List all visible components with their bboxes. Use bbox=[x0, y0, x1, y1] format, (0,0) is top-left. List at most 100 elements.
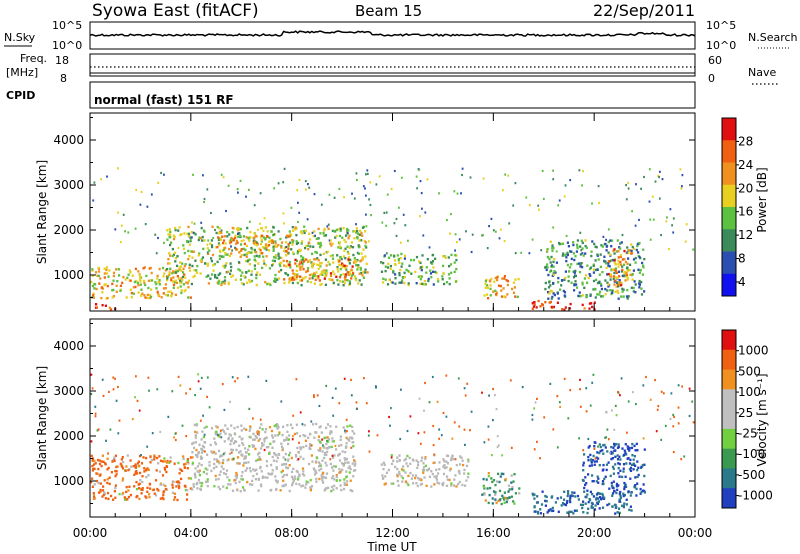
data-cell bbox=[579, 388, 581, 391]
data-cell bbox=[130, 465, 133, 468]
data-cell bbox=[308, 238, 312, 241]
data-cell bbox=[244, 455, 247, 458]
data-cell bbox=[302, 445, 305, 449]
data-cell bbox=[150, 271, 153, 275]
data-cell bbox=[356, 232, 360, 235]
data-cell bbox=[565, 256, 568, 259]
data-cell bbox=[308, 447, 311, 450]
data-cell bbox=[692, 421, 695, 424]
data-cell bbox=[242, 443, 245, 446]
data-cell bbox=[512, 480, 515, 483]
data-cell bbox=[258, 456, 261, 459]
data-cell bbox=[319, 449, 322, 452]
data-cell bbox=[118, 492, 121, 496]
data-cell bbox=[259, 252, 262, 255]
data-cell bbox=[203, 441, 207, 444]
data-cell bbox=[304, 229, 307, 232]
data-cell bbox=[205, 275, 208, 278]
data-cell bbox=[418, 260, 421, 263]
data-cell bbox=[268, 267, 271, 270]
data-cell bbox=[186, 459, 189, 463]
data-cell bbox=[562, 289, 565, 293]
data-cell bbox=[593, 301, 596, 304]
data-cell bbox=[361, 234, 364, 237]
data-cell bbox=[185, 435, 188, 438]
data-cell bbox=[321, 273, 324, 276]
data-cell bbox=[251, 251, 254, 254]
data-cell bbox=[574, 269, 577, 273]
data-cell bbox=[187, 257, 190, 261]
data-cell bbox=[299, 248, 302, 252]
data-cell bbox=[224, 252, 227, 255]
data-cell bbox=[261, 266, 264, 270]
data-cell bbox=[248, 467, 251, 470]
data-cell bbox=[239, 490, 242, 493]
data-cell bbox=[348, 282, 351, 285]
data-cell bbox=[186, 232, 189, 235]
data-cell bbox=[563, 498, 566, 501]
data-cell bbox=[127, 468, 130, 472]
data-cell bbox=[277, 230, 280, 233]
data-cell bbox=[178, 481, 181, 485]
data-cell bbox=[104, 497, 107, 500]
data-cell bbox=[615, 285, 618, 289]
data-cell bbox=[285, 462, 288, 466]
data-cell bbox=[489, 294, 492, 297]
data-cell bbox=[213, 458, 216, 461]
data-cell bbox=[174, 257, 177, 260]
data-cell bbox=[192, 483, 195, 486]
data-cell bbox=[100, 460, 103, 463]
data-cell bbox=[613, 252, 616, 255]
freq-panel: Freq. [MHz] 18 8 60 0 Nave bbox=[6, 52, 778, 85]
data-cell bbox=[614, 290, 617, 293]
data-cell bbox=[631, 463, 634, 466]
colorbar-tick-label: 16 bbox=[738, 205, 753, 219]
data-cell bbox=[636, 449, 639, 452]
data-cell bbox=[399, 437, 402, 441]
data-cell bbox=[603, 259, 606, 263]
data-cell bbox=[344, 450, 347, 454]
data-cell bbox=[532, 305, 535, 308]
data-cell bbox=[214, 478, 218, 481]
data-cell bbox=[278, 431, 281, 434]
data-cell bbox=[602, 482, 605, 485]
data-cell bbox=[596, 253, 599, 256]
data-cell bbox=[467, 458, 470, 461]
data-cell bbox=[424, 211, 427, 214]
data-cell bbox=[219, 432, 222, 435]
data-cell bbox=[113, 490, 116, 493]
data-cell bbox=[634, 484, 637, 487]
data-cell bbox=[322, 446, 326, 449]
data-cell bbox=[147, 474, 150, 477]
data-cell bbox=[222, 176, 225, 179]
data-cell bbox=[456, 192, 459, 195]
data-cell bbox=[219, 272, 222, 275]
data-cell bbox=[446, 478, 449, 481]
data-cell bbox=[174, 260, 177, 263]
colorbar-segment bbox=[722, 488, 736, 509]
data-cell bbox=[322, 269, 325, 272]
data-cell bbox=[338, 276, 342, 279]
data-cell bbox=[228, 254, 231, 258]
data-cell bbox=[597, 477, 600, 480]
data-cell bbox=[366, 172, 369, 175]
data-cell bbox=[199, 387, 202, 390]
nsearch-tick-bottom: 10^0 bbox=[706, 39, 736, 52]
data-cell bbox=[596, 497, 599, 500]
data-cell bbox=[135, 279, 138, 283]
data-cell bbox=[232, 457, 235, 460]
data-cell bbox=[442, 411, 445, 415]
data-cell bbox=[510, 481, 513, 484]
data-cell bbox=[277, 252, 280, 255]
data-cell bbox=[611, 492, 615, 495]
data-cell bbox=[308, 273, 312, 277]
data-cell bbox=[194, 394, 196, 397]
data-cell bbox=[315, 275, 318, 278]
data-cell bbox=[513, 473, 516, 476]
colorbar-frame bbox=[721, 117, 737, 297]
data-cell bbox=[237, 232, 239, 235]
data-cell bbox=[550, 305, 553, 309]
data-cell bbox=[401, 279, 404, 282]
data-cell bbox=[490, 277, 493, 281]
